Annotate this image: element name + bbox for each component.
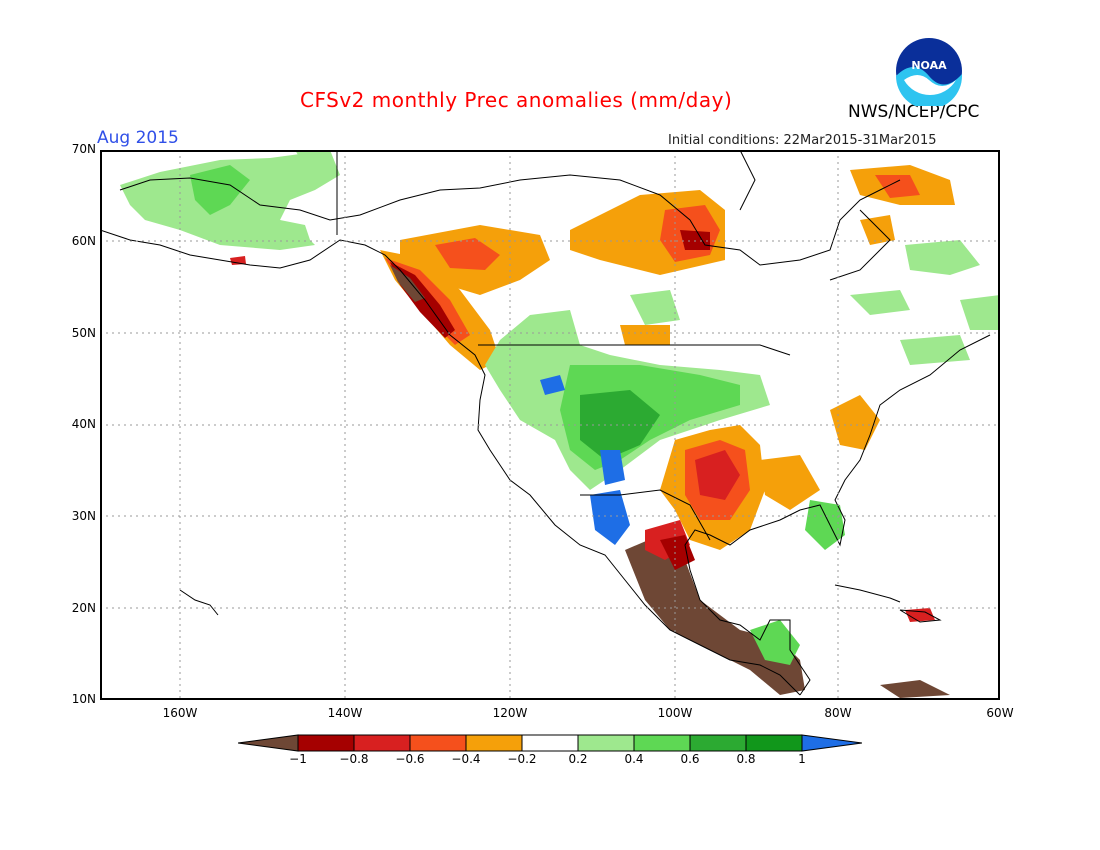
colorbar-label: 0.6 — [680, 752, 700, 766]
lat-label-10n: 10N — [71, 692, 96, 706]
colorbar-label: −0.6 — [395, 752, 425, 766]
colorbar-label: −0.4 — [451, 752, 481, 766]
map-title: CFSv2 monthly Prec anomalies (mm/day) — [300, 88, 733, 112]
precip-anomaly-map — [100, 150, 1000, 700]
colorbar-label: 1 — [798, 752, 806, 766]
lat-label-70n: 70N — [71, 142, 96, 156]
colorbar-bin — [297, 734, 355, 752]
map-frame — [100, 150, 1000, 700]
lat-label-30n: 30N — [71, 509, 96, 523]
colorbar-right-arrow — [801, 734, 862, 752]
noaa-logo: NOAA — [896, 38, 962, 106]
graticule — [100, 150, 1000, 700]
agency-label: NWS/NCEP/CPC — [848, 102, 980, 122]
colorbar-label: −0.8 — [339, 752, 369, 766]
colorbar-bin — [353, 734, 411, 752]
lon-label-80w: 80W — [824, 706, 852, 720]
lat-label-50n: 50N — [71, 326, 96, 340]
forecast-month-label: Aug 2015 — [97, 128, 179, 148]
colorbar-bin — [633, 734, 691, 752]
noaa-logo-text: NOAA — [911, 59, 947, 72]
lat-label-20n: 20N — [71, 601, 96, 615]
colorbar-bin — [745, 734, 803, 752]
lon-label-140w: 140W — [327, 706, 363, 720]
colorbar-label: 0.2 — [568, 752, 588, 766]
colorbar-bin — [521, 734, 579, 752]
lon-label-160w: 160W — [162, 706, 198, 720]
colorbar-label: 0.4 — [624, 752, 644, 766]
coastlines — [100, 150, 991, 696]
colorbar — [238, 734, 862, 752]
colorbar-bin — [409, 734, 467, 752]
lon-label-100w: 100W — [657, 706, 693, 720]
initial-conditions-label: Initial conditions: 22Mar2015-31Mar2015 — [668, 133, 937, 148]
lon-label-60w: 60W — [986, 706, 1014, 720]
colorbar-label: −0.2 — [507, 752, 537, 766]
colorbar-left-arrow — [238, 734, 299, 752]
colorbar-label: −1 — [289, 752, 307, 766]
colorbar-bin — [577, 734, 635, 752]
lat-label-60n: 60N — [71, 234, 96, 248]
lon-label-120w: 120W — [492, 706, 528, 720]
lat-label-40n: 40N — [71, 417, 96, 431]
anomaly-shading — [120, 150, 1000, 698]
colorbar-bin — [689, 734, 747, 752]
colorbar-label: 0.8 — [736, 752, 756, 766]
colorbar-bin — [465, 734, 523, 752]
